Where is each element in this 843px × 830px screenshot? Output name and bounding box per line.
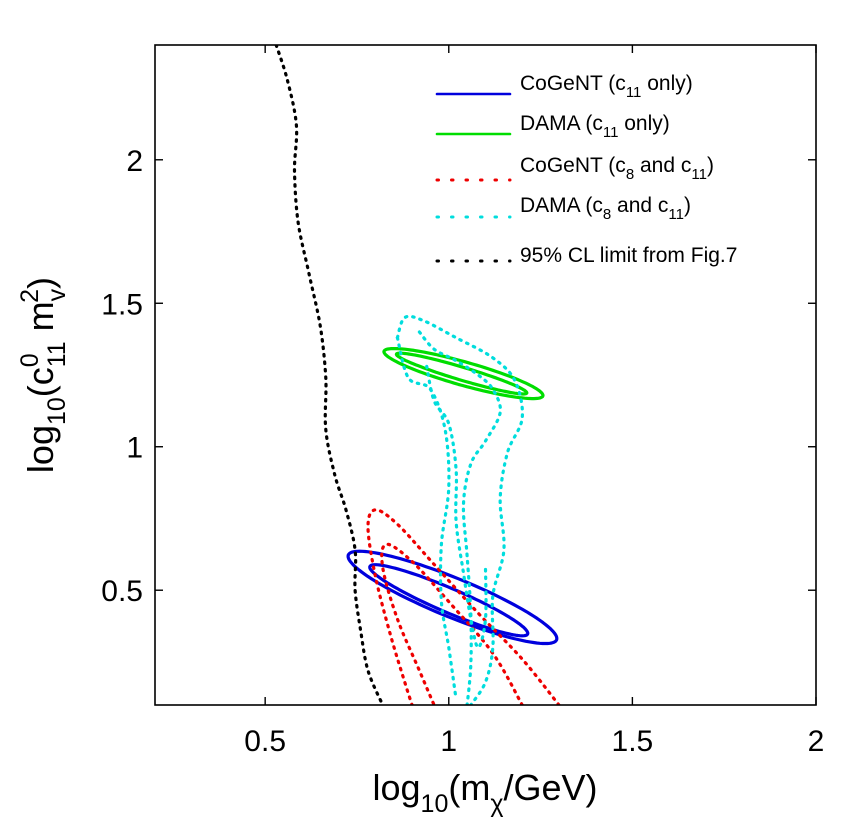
axis-ticks: 0.5 1 1.5 2 0.5 1 1.5 2 — [101, 45, 824, 758]
series-cogent_c11 — [346, 549, 559, 646]
y-tick-label: 1 — [126, 432, 143, 465]
legend-label: CoGeNT (c8 and c11) — [520, 154, 714, 183]
series-cl_limit — [274, 45, 385, 705]
legend-item-dama-c11: DAMA (c11 only) — [435, 112, 670, 141]
legend-item-cogent-c11: CoGeNT (c11 only) — [435, 72, 693, 101]
cogent_c11-contour-1 — [368, 563, 530, 638]
legend-label: DAMA (c11 only) — [520, 112, 670, 141]
x-axis-label: log10(mχ/GeV) — [373, 767, 598, 818]
x-tick-label: 0.5 — [244, 725, 286, 758]
legend-item-dama-c8-c11: DAMA (c8 and c11) — [435, 194, 691, 223]
axes-frame — [154, 44, 817, 706]
x-tick-label: 1.5 — [612, 725, 654, 758]
cogent_c11-contour-0 — [346, 549, 559, 646]
series-dama_c11 — [382, 347, 545, 401]
dama_c11-contour-0 — [382, 347, 545, 401]
y-tick-label: 2 — [126, 145, 143, 178]
legend-item-cogent-c8-c11: CoGeNT (c8 and c11) — [435, 154, 714, 183]
x-tick-label: 2 — [808, 725, 825, 758]
dama_c11-contour-1 — [394, 351, 529, 396]
legend-label: CoGeNT (c11 only) — [520, 72, 693, 101]
cl_limit-curve-0 — [274, 45, 385, 705]
legend-label: DAMA (c8 and c11) — [520, 194, 691, 223]
y-tick-label: 1.5 — [101, 288, 143, 321]
x-tick-label: 1 — [440, 725, 457, 758]
y-tick-label: 0.5 — [101, 575, 143, 608]
legend-item-cl-limit: 95% CL limit from Fig.7 — [435, 244, 737, 267]
legend-label: 95% CL limit from Fig.7 — [520, 244, 737, 267]
cogent_c8c11-curve-0 — [366, 508, 561, 705]
series-dama_c8c11 — [395, 314, 525, 705]
y-axis-label: log10(c011 mv2) — [16, 277, 71, 473]
dama_c8c11-curve-0 — [395, 314, 525, 705]
dama_c8c11-curve-3 — [425, 364, 488, 650]
data-series — [274, 45, 561, 705]
legend: CoGeNT (c11 only) DAMA (c11 only) CoGeNT… — [435, 72, 737, 267]
dama_c8c11-curve-1 — [395, 336, 458, 701]
